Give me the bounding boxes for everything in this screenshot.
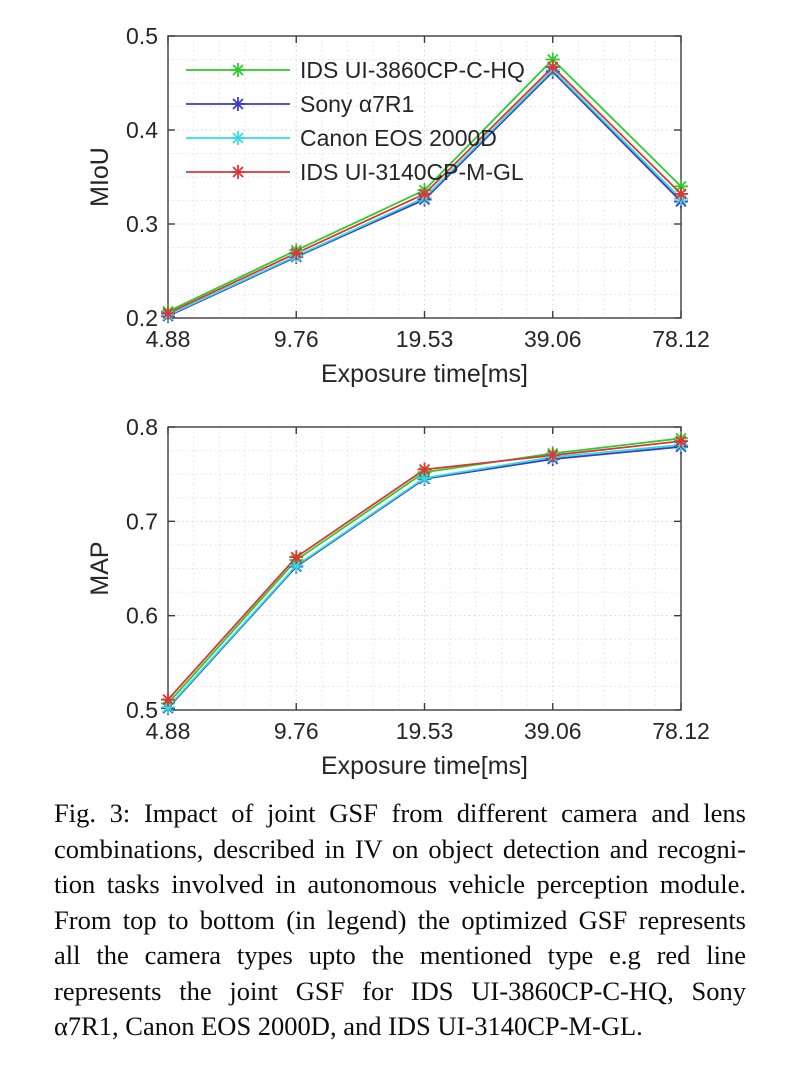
miou-line-chart: 4.88 9.76 19.53 39.06 78.12 0.2 0.3 0.4 0.5 Expos… [86,23,710,388]
svg-text:0.5: 0.5 [126,23,158,49]
svg-text:0.6: 0.6 [126,603,158,629]
legend-label: Sony α7R1 [300,91,414,117]
svg-text:0.8: 0.8 [126,414,158,440]
caption-line-5: all the camera types upto the mentioned … [54,940,746,970]
svg-text:4.88: 4.88 [146,326,191,352]
asterisk-marker [674,434,688,449]
legend-item-1: Sony α7R1 [186,91,414,117]
svg-text:0.5: 0.5 [126,697,158,723]
legend-item-0: IDS UI-3860CP-C-HQ [186,57,525,83]
asterisk-marker [545,448,560,463]
y-tick-labels: 0.5 0.6 0.7 0.8 [126,414,158,723]
y-axis-label: MIoU [86,147,114,207]
asterisk-marker [417,186,432,201]
asterisk-marker [231,165,245,179]
legend-label: IDS UI-3140CP-M-GL [300,159,524,185]
x-axis-label: Exposure time[ms] [321,752,528,780]
asterisk-marker [674,186,688,201]
svg-text:0.2: 0.2 [126,305,158,331]
caption-line-3: tion tasks involved in autonomous vehicl… [54,869,746,899]
tick-marks [167,426,682,711]
svg-text:78.12: 78.12 [652,718,710,744]
svg-text:39.06: 39.06 [524,326,582,352]
svg-text:19.53: 19.53 [396,718,454,744]
y-tick-labels: 0.2 0.3 0.4 0.5 [126,23,158,331]
svg-text:19.53: 19.53 [396,326,454,352]
caption-line-6: represents the joint GSF for IDS UI-3860… [54,975,746,1006]
svg-text:0.4: 0.4 [126,117,158,143]
asterisk-marker [289,550,304,565]
legend-item-2: Canon EOS 2000D [186,125,497,151]
map-line-chart: 4.88 9.76 19.53 39.06 78.12 0.5 0.6 0.7 0.8 Expos… [86,414,710,780]
svg-text:78.12: 78.12 [652,326,710,352]
series-markers-3 [161,434,688,707]
legend-label: Canon EOS 2000D [300,125,497,151]
asterisk-marker [545,60,560,75]
x-tick-labels: 4.88 9.76 19.53 39.06 78.12 [146,718,710,744]
asterisk-marker [231,131,245,145]
x-tick-labels: 4.88 9.76 19.53 39.06 78.12 [146,326,710,352]
caption-line-4: From top to bottom (in legend) the optim… [54,904,746,935]
asterisk-marker [417,462,432,477]
caption-line-1: Fig. 3: Impact of joint GSF from differe… [54,798,746,828]
legend-label: IDS UI-3860CP-C-HQ [300,57,525,83]
svg-text:39.06: 39.06 [524,718,582,744]
major-gridlines [168,36,681,318]
svg-text:0.3: 0.3 [126,211,158,237]
svg-text:9.76: 9.76 [274,326,319,352]
asterisk-marker [161,692,175,707]
legend: IDS UI-3860CP-C-HQ Sony α7R1 Canon EOS 200… [186,57,525,185]
asterisk-marker [289,246,304,261]
asterisk-marker [161,306,175,321]
caption-line-7: α7R1, Canon EOS 2000D, and IDS UI-3140CP… [54,1011,643,1041]
legend-item-3: IDS UI-3140CP-M-GL [186,159,524,185]
svg-text:4.88: 4.88 [146,718,191,744]
x-axis-label: Exposure time[ms] [321,360,528,388]
minor-gridlines [168,427,681,710]
y-axis-label: MAP [86,541,114,595]
asterisk-marker [231,97,245,111]
svg-text:0.7: 0.7 [126,508,158,534]
svg-text:9.76: 9.76 [274,718,319,744]
series-markers-3 [161,60,688,321]
asterisk-marker [231,63,245,77]
caption-line-2: combinations, described in IV on object … [54,833,746,864]
figure-caption: Fig. 3: Impact of joint GSF from differe… [54,796,746,1045]
